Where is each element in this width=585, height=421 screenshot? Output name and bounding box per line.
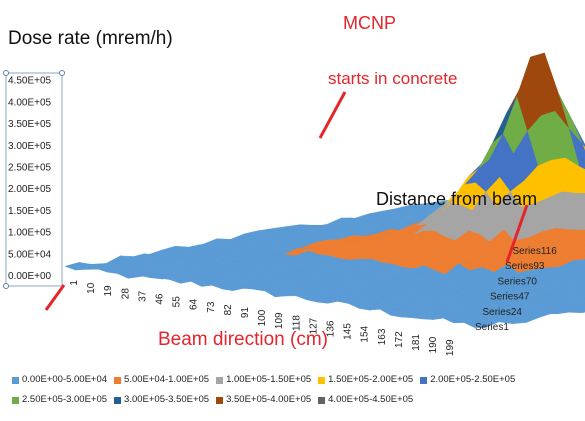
legend-swatch	[216, 396, 224, 404]
surface-plot	[64, 52, 585, 328]
y-tick-label: 4.00E+05	[8, 97, 52, 108]
legend-swatch	[114, 396, 122, 404]
legend-label: 2.50E+05-3.00E+05	[22, 394, 108, 405]
x-tick-label: 127	[308, 317, 319, 334]
y-tick-label: 5.00E+04	[8, 249, 52, 260]
legend-swatch	[12, 396, 19, 404]
series-tick-label: Series93	[505, 261, 545, 272]
legend-label: 3.50E+05-4.00E+05	[226, 394, 312, 405]
surface-patch	[579, 278, 585, 282]
selection-handle[interactable]	[59, 70, 65, 76]
legend-item: 1.00E+05-1.50E+05	[216, 370, 311, 390]
x-tick-label: 37	[137, 290, 148, 302]
x-tick-label: 82	[223, 304, 234, 316]
legend-item: 2.00E+05-2.50E+05	[420, 370, 515, 390]
y-axis-ticks: 0.00E+00 5.00E+04 1.00E+05 1.50E+05 2.00E+05…	[8, 76, 52, 282]
series-tick-label: Series70	[498, 276, 538, 287]
legend-label: 4.00E+05-4.50E+05	[328, 394, 414, 405]
x-tick-label: 91	[240, 307, 251, 319]
legend-swatch	[114, 376, 122, 384]
x-tick-label: 10	[86, 282, 97, 294]
ylabel-pointer	[44, 284, 66, 311]
x-tick-label: 64	[189, 298, 200, 310]
y-tick-label: 2.50E+05	[8, 163, 52, 174]
x-tick-label: 163	[377, 328, 388, 345]
peak-note-pointer	[318, 91, 347, 139]
legend-item: 1.50E+05-2.00E+05	[318, 370, 413, 390]
legend-item: 2.50E+05-3.00E+05	[12, 390, 107, 410]
legend-item: 3.00E+05-3.50E+05	[114, 390, 209, 410]
x-tick-label: 199	[445, 339, 456, 356]
top-label: MCNP	[343, 13, 396, 33]
legend-swatch	[12, 376, 19, 384]
surface-patch	[579, 241, 585, 250]
legend-swatch	[318, 376, 326, 384]
legend-swatch	[420, 376, 428, 384]
legend-label: 1.50E+05-2.00E+05	[328, 374, 414, 385]
peak-note: starts in concrete	[328, 69, 457, 88]
x-tick-label: 136	[326, 320, 337, 337]
y-tick-label: 0.00E+00	[8, 271, 52, 282]
y-tick-label: 4.50E+05	[8, 76, 52, 87]
legend-item: 4.00E+05-4.50E+05	[318, 390, 413, 410]
depth-axis-title: Distance from beam	[376, 189, 537, 209]
surface-patch	[474, 321, 499, 328]
x-tick-label: 145	[343, 323, 354, 340]
x-tick-label: 1	[69, 280, 80, 286]
legend-label: 0.00E+00-5.00E+04	[22, 374, 108, 385]
x-tick-label: 154	[360, 325, 371, 342]
legend-item: 3.50E+05-4.00E+05	[216, 390, 311, 410]
legend: 0.00E+00-5.00E+04 5.00E+04-1.00E+05 1.00E+…	[12, 370, 577, 410]
y-tick-label: 1.50E+05	[8, 206, 52, 217]
x-tick-label: 55	[172, 296, 183, 308]
selection-handle[interactable]	[3, 70, 9, 76]
legend-item: 0.00E+00-5.00E+04	[12, 370, 107, 390]
y-tick-label: 2.00E+05	[8, 184, 52, 195]
x-tick-label: 118	[291, 315, 302, 331]
legend-row: 0.00E+00-5.00E+04 5.00E+04-1.00E+05 1.00E+…	[12, 370, 577, 390]
depth-label-pointer	[505, 204, 529, 263]
y-tick-label: 1.00E+05	[8, 228, 52, 239]
y-axis-title: Dose rate (mrem/h)	[8, 28, 173, 49]
legend-label: 2.00E+05-2.50E+05	[430, 374, 516, 385]
series-tick-label: Series116	[513, 246, 558, 257]
y-tick-label: 3.00E+05	[8, 141, 52, 152]
x-tick-label: 28	[120, 288, 131, 300]
legend-label: 5.00E+04-1.00E+05	[124, 374, 210, 385]
x-tick-label: 46	[155, 293, 166, 305]
x-tick-label: 181	[411, 334, 422, 351]
x-tick-label: 100	[257, 309, 268, 326]
x-tick-label: 19	[103, 285, 114, 297]
y-axis-selection-box[interactable]	[5, 72, 63, 287]
x-tick-label: 190	[428, 336, 439, 353]
legend-label: 1.00E+05-1.50E+05	[226, 374, 312, 385]
series-tick-label: Series47	[490, 292, 530, 303]
x-axis-ticks: 1 10 19 28 37 46 55 64 73 82 91 100 109 118 127 136 145 1…	[69, 280, 456, 357]
series-tick-label: Series1	[475, 322, 509, 333]
legend-label: 3.00E+05-3.50E+05	[124, 394, 210, 405]
selection-handle[interactable]	[3, 283, 9, 289]
legend-swatch	[318, 396, 326, 404]
legend-row: 2.50E+05-3.00E+05 3.00E+05-3.50E+05 3.50E+…	[12, 390, 577, 410]
y-tick-label: 3.50E+05	[8, 119, 52, 130]
series-axis-ticks: Series1 Series24 Series47 Series70 Series93 S…	[475, 246, 557, 333]
x-axis-title: Beam direction (cm)	[158, 329, 328, 350]
series-tick-label: Series24	[483, 307, 523, 318]
x-tick-label: 172	[394, 331, 405, 348]
x-tick-label: 109	[274, 312, 285, 329]
legend-item: 5.00E+04-1.00E+05	[114, 370, 209, 390]
x-tick-label: 73	[206, 301, 217, 313]
legend-swatch	[216, 376, 224, 384]
